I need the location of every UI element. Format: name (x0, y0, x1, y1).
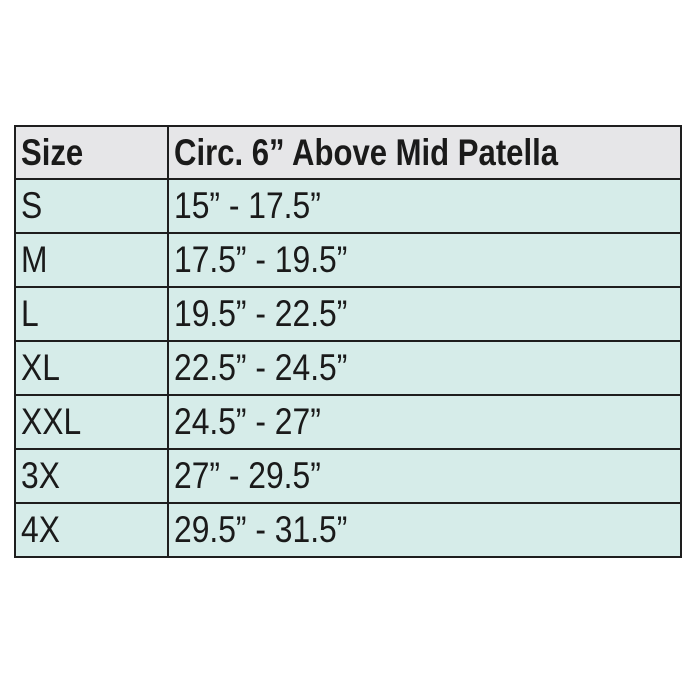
table-row: XL 22.5” - 24.5” (14, 340, 682, 396)
size-cell: 3X (14, 448, 169, 504)
table-row: XXL 24.5” - 27” (14, 394, 682, 450)
size-cell: M (14, 232, 169, 288)
circumference-cell: 24.5” - 27” (167, 394, 682, 450)
table-row: 3X 27” - 29.5” (14, 448, 682, 504)
circumference-cell: 29.5” - 31.5” (167, 502, 682, 558)
table-row: M 17.5” - 19.5” (14, 232, 682, 288)
header-circumference: Circ. 6” Above Mid Patella (167, 125, 682, 180)
circumference-cell: 19.5” - 22.5” (167, 286, 682, 342)
size-cell: 4X (14, 502, 169, 558)
size-cell: S (14, 178, 169, 234)
size-cell: L (14, 286, 169, 342)
header-row: Size Circ. 6” Above Mid Patella (14, 125, 682, 180)
size-cell: XXL (14, 394, 169, 450)
size-chart-table: Size Circ. 6” Above Mid Patella S 15” - 1… (14, 125, 682, 558)
circumference-cell: 17.5” - 19.5” (167, 232, 682, 288)
circumference-cell: 22.5” - 24.5” (167, 340, 682, 396)
circumference-cell: 15” - 17.5” (167, 178, 682, 234)
header-size: Size (14, 125, 169, 180)
table-row: S 15” - 17.5” (14, 178, 682, 234)
table-row: 4X 29.5” - 31.5” (14, 502, 682, 558)
circumference-cell: 27” - 29.5” (167, 448, 682, 504)
size-cell: XL (14, 340, 169, 396)
table-row: L 19.5” - 22.5” (14, 286, 682, 342)
